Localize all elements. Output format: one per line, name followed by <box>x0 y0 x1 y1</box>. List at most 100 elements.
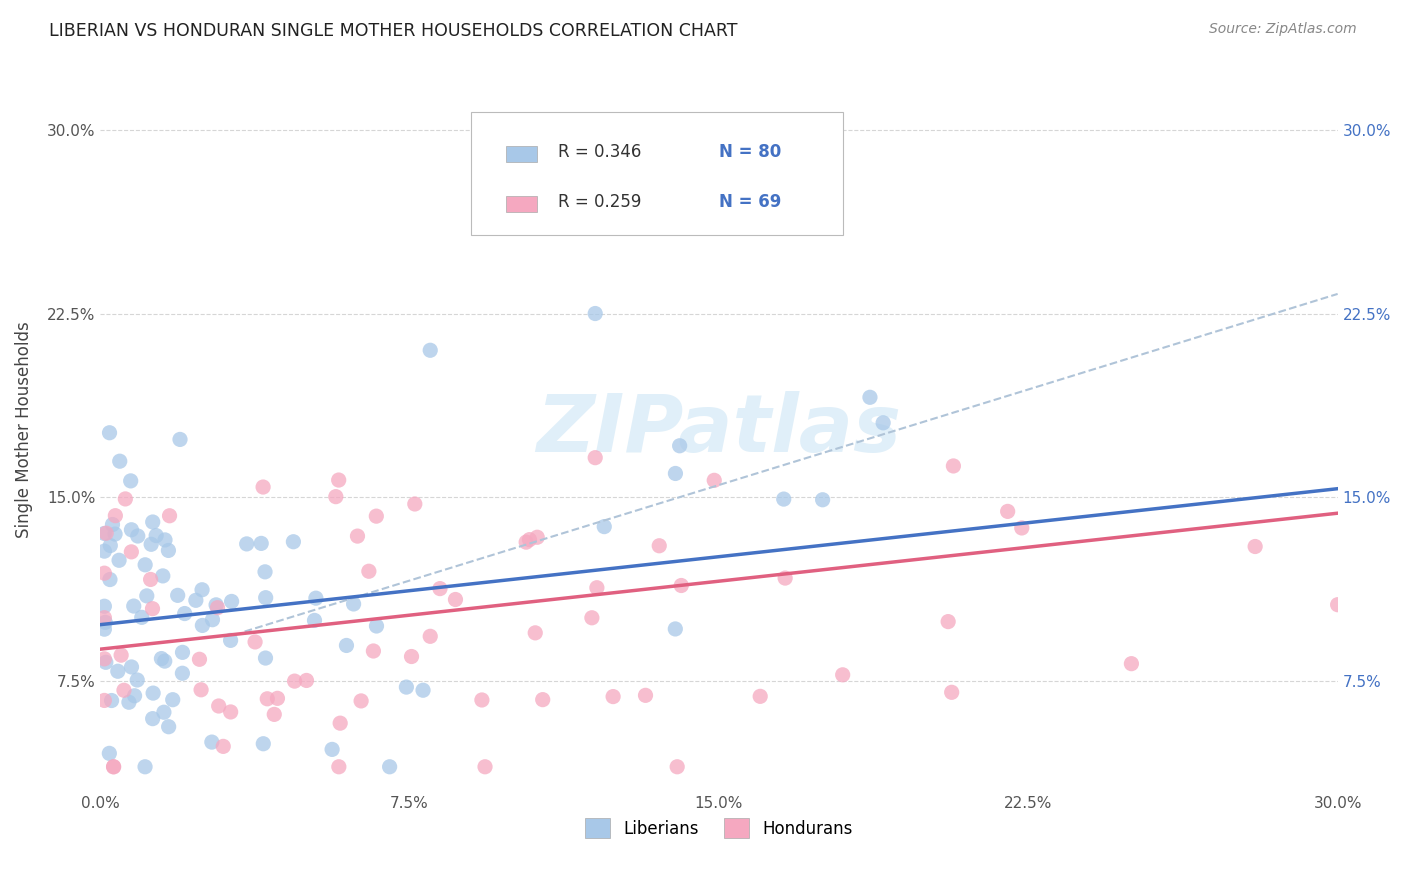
Point <box>474 760 496 774</box>
Point <box>254 651 277 665</box>
Point <box>283 534 305 549</box>
Text: Source: ZipAtlas.com: Source: ZipAtlas.com <box>1209 22 1357 37</box>
Point <box>162 692 184 706</box>
Point <box>190 682 212 697</box>
Point <box>108 454 131 468</box>
Point <box>304 614 326 628</box>
Point <box>1121 657 1143 671</box>
Point <box>284 674 307 689</box>
Point <box>703 473 725 487</box>
Point <box>118 695 141 709</box>
Point <box>107 665 129 679</box>
Point <box>157 720 180 734</box>
Point <box>142 515 165 529</box>
Point <box>201 613 224 627</box>
Point <box>328 473 350 487</box>
Point <box>131 610 153 624</box>
Text: R = 0.346: R = 0.346 <box>558 143 641 161</box>
Point <box>110 648 132 662</box>
Point <box>93 566 115 581</box>
Point <box>531 692 554 706</box>
FancyBboxPatch shape <box>506 196 537 212</box>
Text: N = 80: N = 80 <box>718 143 782 161</box>
Point <box>872 416 894 430</box>
Point <box>444 592 467 607</box>
Point <box>172 666 194 681</box>
Point <box>664 622 686 636</box>
Point <box>671 578 693 592</box>
Point <box>325 490 347 504</box>
Point <box>122 599 145 613</box>
Point <box>101 517 124 532</box>
Point <box>169 433 191 447</box>
Point <box>166 588 188 602</box>
Point <box>335 639 357 653</box>
Point <box>263 707 285 722</box>
Point <box>254 591 277 605</box>
Point <box>141 601 163 615</box>
Point <box>243 635 266 649</box>
Point <box>329 716 352 731</box>
Point <box>634 689 657 703</box>
Point <box>666 760 689 774</box>
Point <box>96 526 118 541</box>
Point <box>121 660 143 674</box>
Point <box>103 760 125 774</box>
Point <box>98 747 121 761</box>
Point <box>124 689 146 703</box>
Point <box>127 529 149 543</box>
Legend: Liberians, Hondurans: Liberians, Hondurans <box>578 812 859 845</box>
Point <box>235 537 257 551</box>
Point <box>201 735 224 749</box>
Point <box>648 539 671 553</box>
Point <box>350 694 373 708</box>
Point <box>941 685 963 699</box>
Point <box>159 508 181 523</box>
Point <box>219 705 242 719</box>
Point <box>205 598 228 612</box>
Point <box>773 571 796 585</box>
Point <box>152 569 174 583</box>
Point <box>363 644 385 658</box>
Point <box>395 680 418 694</box>
Point <box>212 739 235 754</box>
FancyBboxPatch shape <box>506 146 537 162</box>
Point <box>153 654 176 668</box>
Point <box>208 698 231 713</box>
Point <box>141 537 163 551</box>
Point <box>120 474 142 488</box>
Point <box>172 645 194 659</box>
Point <box>1326 598 1348 612</box>
Point <box>253 565 276 579</box>
Point <box>112 683 135 698</box>
Point <box>93 652 115 666</box>
Point <box>524 625 547 640</box>
Point <box>295 673 318 688</box>
Point <box>668 439 690 453</box>
Point <box>471 693 494 707</box>
Point <box>256 691 278 706</box>
Point <box>127 673 149 687</box>
Point <box>145 528 167 542</box>
Point <box>515 535 537 549</box>
Point <box>831 668 853 682</box>
Point <box>142 712 165 726</box>
FancyBboxPatch shape <box>471 112 842 235</box>
Point <box>104 508 127 523</box>
Point <box>94 615 117 630</box>
Point <box>120 523 142 537</box>
Text: R = 0.259: R = 0.259 <box>558 193 641 211</box>
Point <box>997 504 1019 518</box>
Point <box>266 691 288 706</box>
Point <box>104 527 127 541</box>
Point <box>150 651 173 665</box>
Point <box>93 622 115 636</box>
Text: N = 69: N = 69 <box>718 193 782 211</box>
Point <box>366 509 388 524</box>
Point <box>401 649 423 664</box>
Point <box>188 652 211 666</box>
Point <box>602 690 624 704</box>
Point <box>419 343 441 358</box>
Point <box>142 686 165 700</box>
Point <box>120 545 142 559</box>
